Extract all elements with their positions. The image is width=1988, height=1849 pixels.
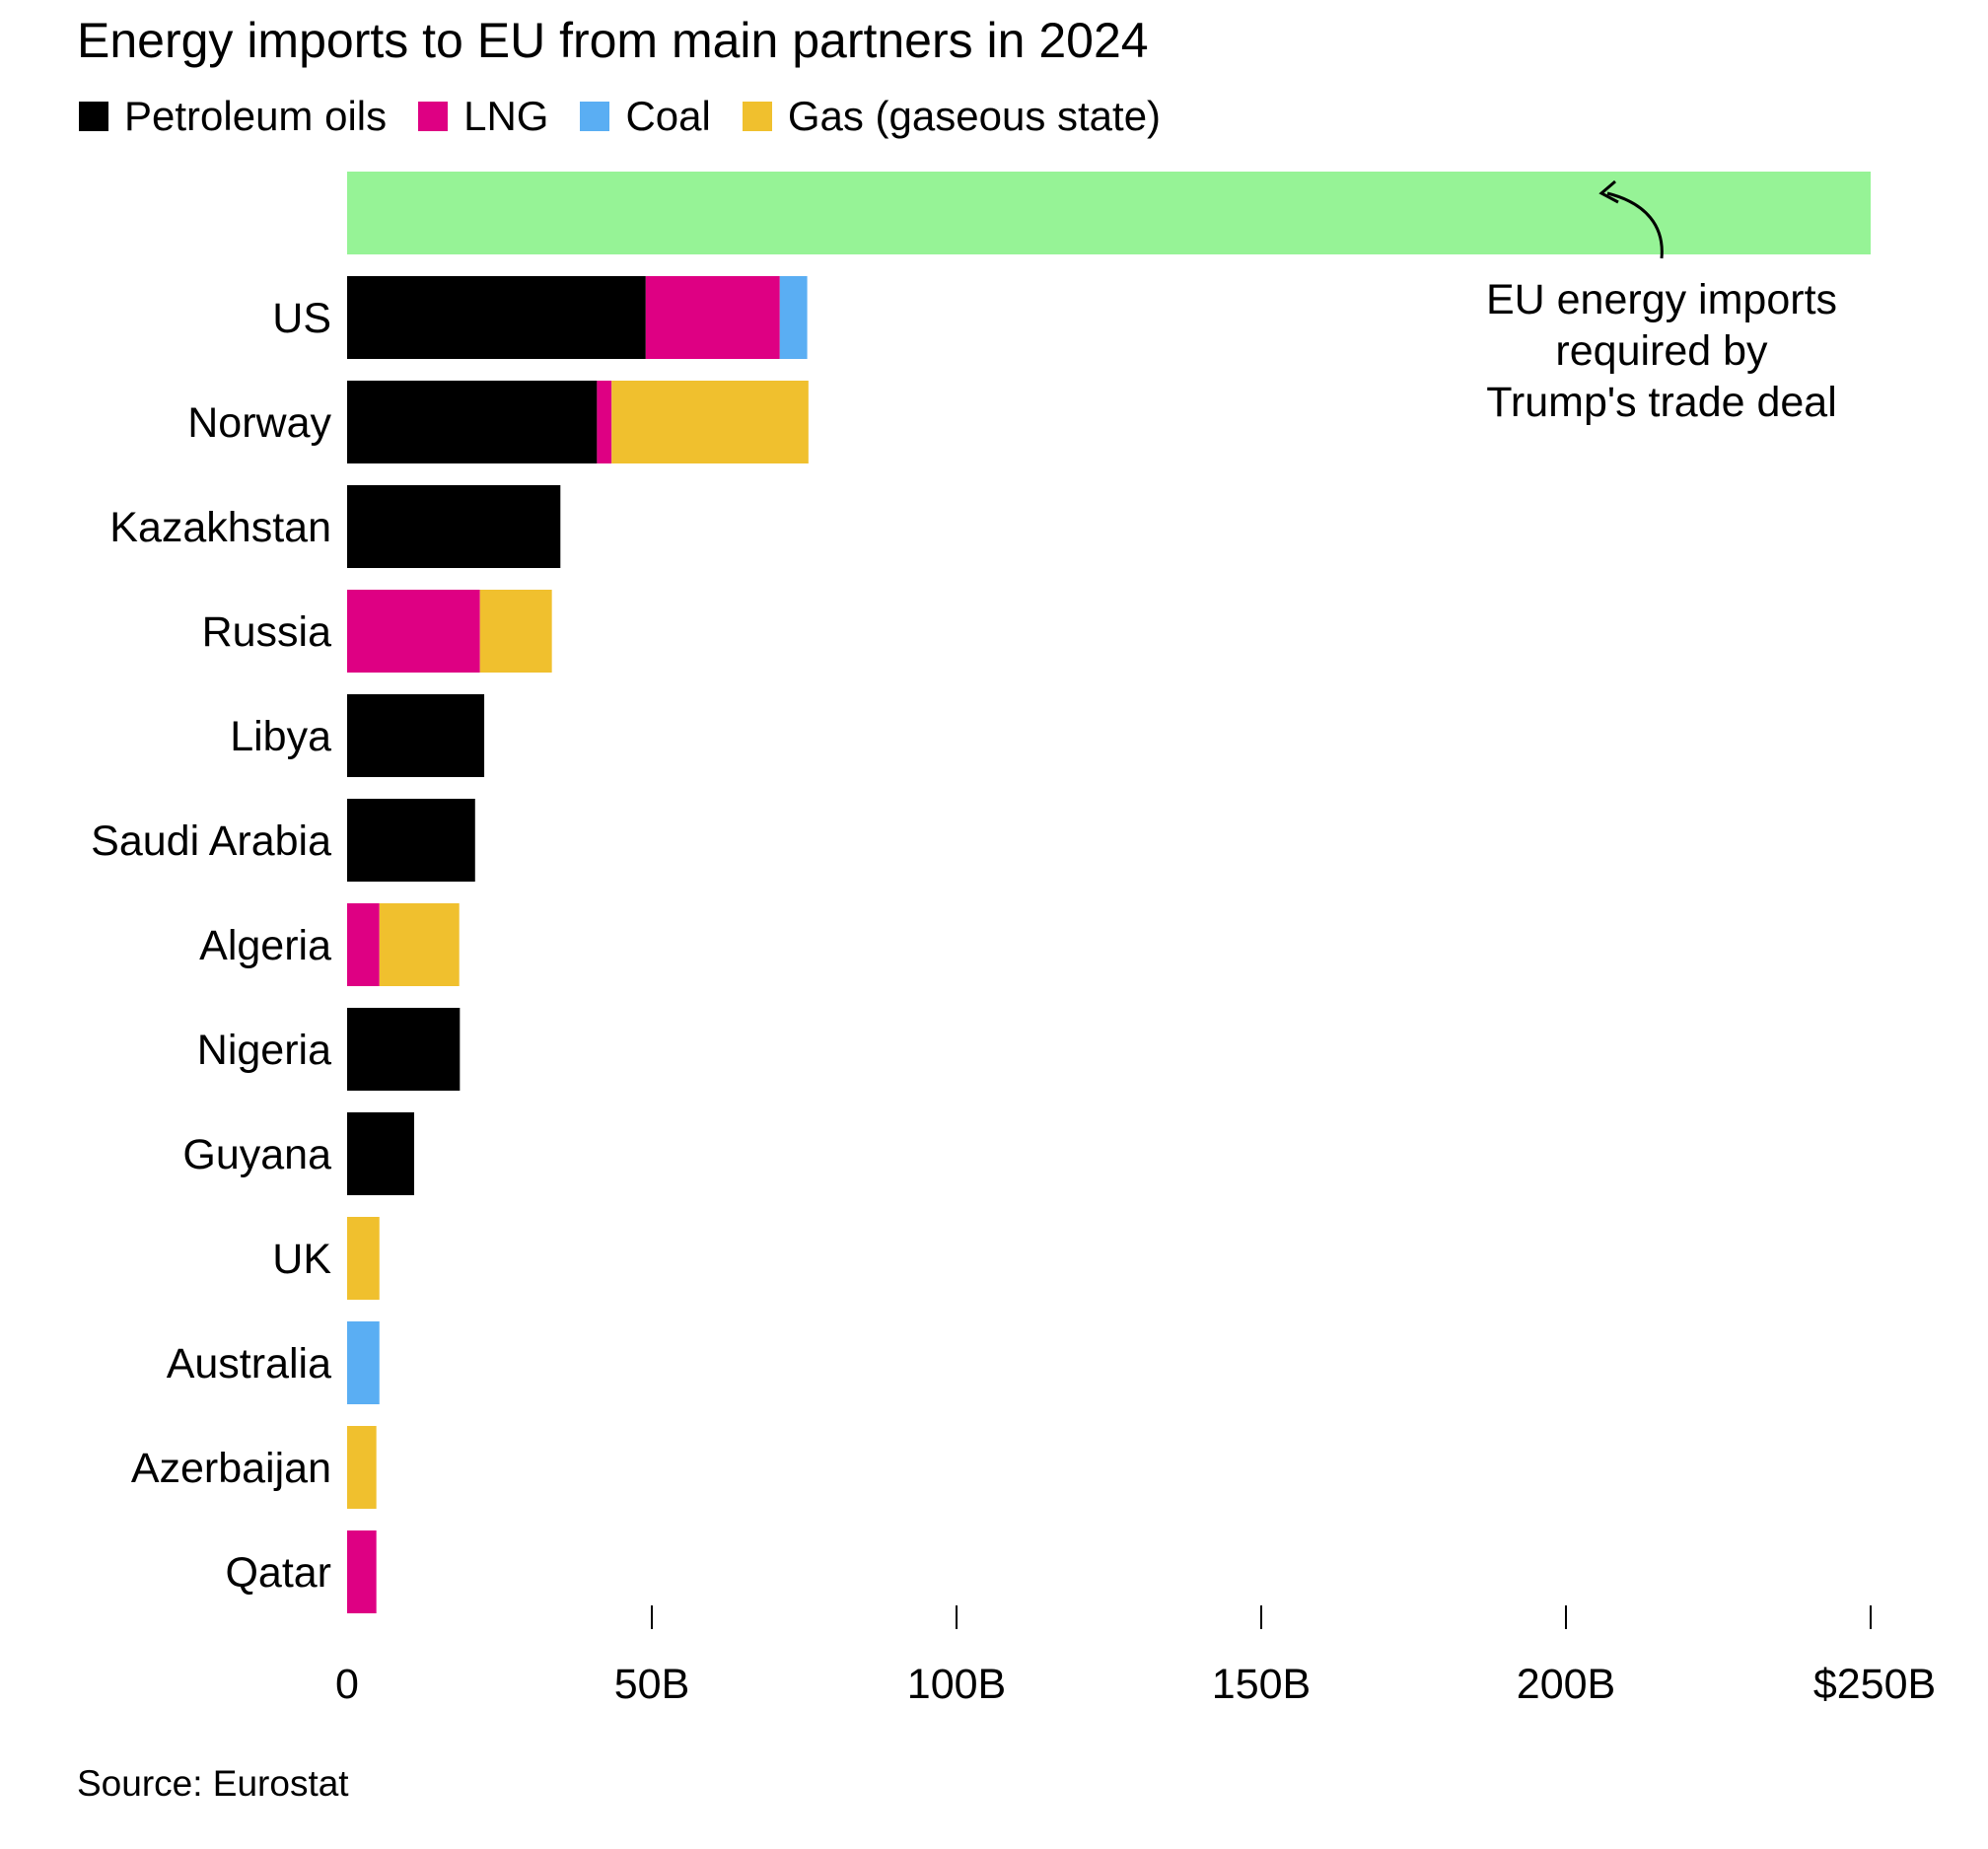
bar-russia-gas-gaseous-state	[479, 590, 552, 673]
legend-item-gas: Gas (gaseous state)	[742, 93, 1162, 140]
category-label-kazakhstan: Kazakhstan	[109, 504, 331, 551]
annotation-arrow-head	[1598, 179, 1619, 204]
category-label-uk: UK	[272, 1236, 331, 1283]
bar-algeria-lng	[347, 903, 380, 986]
legend-item-petroleum-oils: Petroleum oils	[79, 93, 387, 140]
legend-swatch-petroleum-oils	[79, 102, 108, 131]
annotation-line: required by	[1555, 327, 1768, 375]
x-tick-label: 0	[335, 1661, 359, 1708]
category-label-norway: Norway	[187, 399, 331, 447]
bar-guyana-petroleum-oils	[347, 1112, 414, 1195]
bar-norway-lng	[597, 381, 612, 463]
category-label-russia: Russia	[202, 608, 332, 656]
category-label-algeria: Algeria	[199, 922, 331, 969]
bar-algeria-gas-gaseous-state	[379, 903, 460, 986]
category-label-azerbaijan: Azerbaijan	[131, 1445, 331, 1492]
annotation-arrow	[1606, 191, 1664, 259]
bar-kazakhstan-petroleum-oils	[347, 485, 561, 568]
bar-us-petroleum-oils	[347, 276, 646, 359]
bar-australia-coal	[347, 1321, 380, 1404]
category-label-libya: Libya	[230, 713, 331, 760]
x-tick-label: 50B	[614, 1661, 690, 1708]
legend-swatch-coal	[580, 102, 610, 131]
bar-uk-gas-gaseous-state	[347, 1217, 380, 1300]
annotation-line: Trump's trade deal	[1486, 379, 1837, 426]
bar-norway-petroleum-oils	[347, 381, 598, 463]
bar-us-lng	[645, 276, 780, 359]
category-label-australia: Australia	[167, 1340, 331, 1387]
x-tick-label: $250B	[1813, 1661, 1936, 1708]
bar-qatar-lng	[347, 1530, 377, 1613]
bar-russia-lng	[347, 590, 480, 673]
bar-saudi-arabia-petroleum-oils	[347, 799, 475, 882]
reference-bar	[347, 172, 1871, 254]
legend-label-gas: Gas (gaseous state)	[787, 93, 1162, 139]
bar-nigeria-petroleum-oils	[347, 1008, 461, 1091]
legend-label-petroleum-oils: Petroleum oils	[124, 93, 388, 139]
legend-swatch-gas	[742, 102, 772, 131]
legend-item-coal: Coal	[580, 93, 711, 140]
x-tick-label: 200B	[1517, 1661, 1615, 1708]
legend-label-coal: Coal	[625, 93, 711, 139]
chart-title: Energy imports to EU from main partners …	[77, 13, 1149, 68]
bar-libya-petroleum-oils	[347, 694, 485, 777]
bar-us-coal	[779, 276, 808, 359]
category-label-us: US	[272, 295, 331, 342]
bar-azerbaijan-gas-gaseous-state	[347, 1426, 377, 1509]
x-tick-label: 100B	[907, 1661, 1006, 1708]
legend-item-lng: LNG	[418, 93, 548, 140]
legend-label-lng: LNG	[463, 93, 549, 139]
category-label-guyana: Guyana	[182, 1131, 331, 1178]
legend: Petroleum oils LNG Coal Gas (gaseous sta…	[79, 93, 1192, 140]
bar-norway-gas-gaseous-state	[611, 381, 809, 463]
category-label-saudi-arabia: Saudi Arabia	[91, 818, 331, 865]
source-note: Source: Eurostat	[77, 1763, 349, 1804]
category-label-qatar: Qatar	[225, 1549, 331, 1597]
category-label-nigeria: Nigeria	[197, 1027, 331, 1074]
x-tick-label: 150B	[1212, 1661, 1311, 1708]
legend-swatch-lng	[418, 102, 449, 131]
annotation-line: EU energy imports	[1486, 276, 1837, 323]
